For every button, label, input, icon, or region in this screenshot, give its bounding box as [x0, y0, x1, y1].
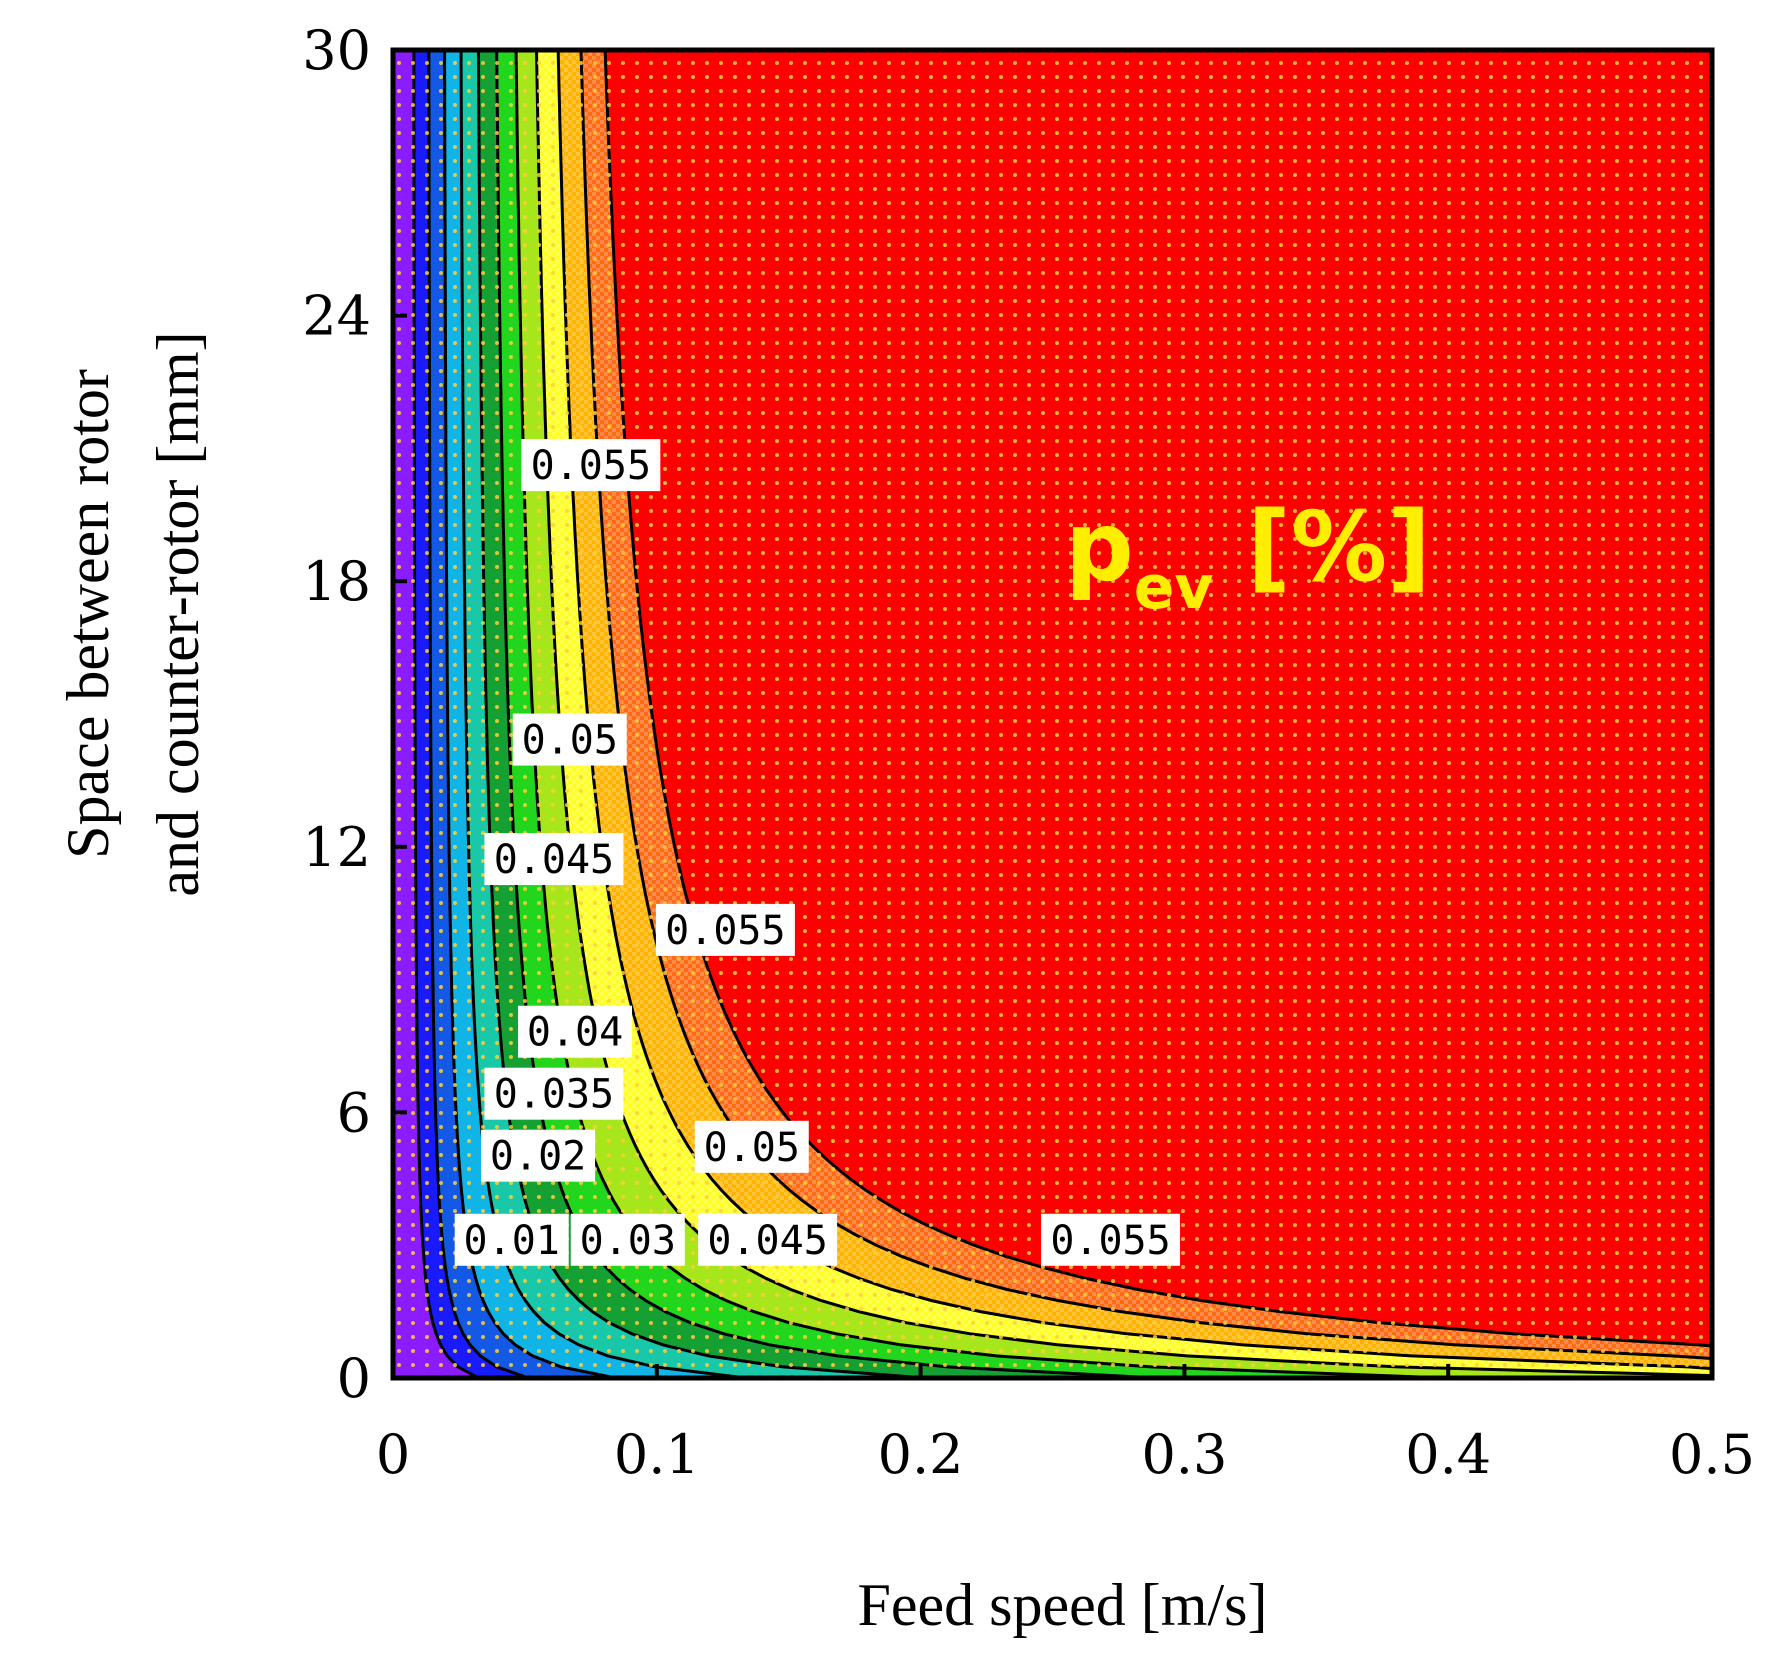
- y-axis-title-line2: and counter-rotor [mm]: [145, 331, 211, 896]
- contour-label: 0.045: [698, 1213, 838, 1266]
- x-tick-label: 0.3: [1141, 1423, 1227, 1486]
- contour-label-text: 0.05: [522, 718, 618, 764]
- y-tick-label: 24: [302, 285, 371, 348]
- contour-label-box: [698, 1213, 838, 1266]
- y-tick-label: 0: [337, 1347, 371, 1410]
- contour-label: 0.055: [521, 439, 661, 492]
- contour-label: 0.02: [481, 1129, 596, 1182]
- y-tick-label: 18: [302, 550, 371, 613]
- contour-label-box: [512, 713, 627, 766]
- contour-label-text: 0.045: [494, 837, 614, 883]
- contour-label: 0.055: [1041, 1213, 1181, 1266]
- contour-label-text: 0.01: [464, 1218, 560, 1264]
- contour-label-text: 0.045: [707, 1218, 827, 1264]
- contour-label-text: 0.05: [704, 1125, 800, 1171]
- x-axis-title: Feed speed [m/s]: [858, 1572, 1268, 1638]
- x-tick-label: 0.5: [1669, 1423, 1755, 1486]
- contour-label-box: [694, 1120, 809, 1173]
- contour-label: 0.045: [484, 833, 624, 886]
- x-tick-label: 0.4: [1405, 1423, 1491, 1486]
- plot-frame: [390, 47, 1715, 1381]
- contour-label: 0.01: [454, 1213, 569, 1266]
- contour-label: 0.035: [484, 1067, 624, 1120]
- contour-label-text: 0.055: [665, 908, 785, 954]
- contour-label-text: 0.035: [494, 1072, 614, 1118]
- contour-label-box: [655, 903, 795, 956]
- contour-label: 0.03: [570, 1213, 685, 1266]
- pev-annotation: pev [%]: [1065, 491, 1431, 623]
- contour-label-text: 0.055: [531, 443, 651, 489]
- pev-main: p: [1065, 491, 1134, 603]
- y-tick-label: 12: [302, 816, 371, 879]
- contour-label: 0.05: [694, 1120, 809, 1173]
- pev-sub: ev: [1134, 553, 1214, 623]
- contour-label-box: [521, 439, 661, 492]
- x-tick-label: 0.1: [614, 1423, 700, 1486]
- pev-unit: [%]: [1214, 491, 1431, 603]
- contour-label-box: [1041, 1213, 1181, 1266]
- contour-label: 0.05: [512, 713, 627, 766]
- contour-label-box: [484, 833, 624, 886]
- y-axis-title-line1: Space between rotor: [55, 369, 121, 859]
- axes: 0 0.1 0.2 0.3 0.4 0.5 0 6 12 18 24 30: [302, 19, 1755, 1486]
- contour-label-box: [570, 1213, 685, 1266]
- contour-label-text: 0.03: [580, 1218, 676, 1264]
- contour-label-text: 0.04: [527, 1010, 623, 1056]
- x-tick-label: 0.2: [878, 1423, 964, 1486]
- y-tick-label: 30: [302, 19, 371, 82]
- contour-label-text: 0.02: [490, 1134, 586, 1180]
- contour-label-box: [481, 1129, 596, 1182]
- contour-label: 0.055: [655, 903, 795, 956]
- y-tick-label: 6: [337, 1081, 371, 1144]
- contour-labels: 0.055 0.05 0.045 0.055 0.04 0.035 0.02 0.05 0.01…: [454, 439, 1181, 1266]
- contour-label-box: [454, 1213, 569, 1266]
- contour-label-box: [484, 1067, 624, 1120]
- x-tick-label: 0: [376, 1423, 410, 1486]
- contour-label: 0.04: [518, 1005, 633, 1058]
- contour-label-box: [518, 1005, 633, 1058]
- contour-label-text: 0.055: [1050, 1218, 1170, 1264]
